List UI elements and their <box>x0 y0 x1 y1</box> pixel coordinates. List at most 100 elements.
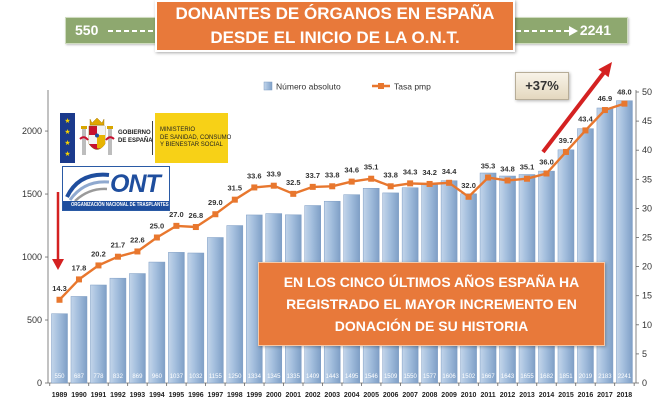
tasa-pmp-marker <box>426 180 433 187</box>
ont-logo: ONT ORGANIZACIÓN NACIONAL DE TRASPLANTES <box>62 166 170 211</box>
bar-value-label: 2183 <box>598 374 612 380</box>
right-axis-tick-label: 5 <box>642 349 647 359</box>
x-tick-labels: 1989 1990 1991 1992 1993 1994 1995 1996 1997 1998… <box>52 392 633 399</box>
tasa-pmp-marker <box>348 178 355 185</box>
coat-of-arms-icon <box>79 117 115 155</box>
tasa-pmp-value-label: 33.9 <box>266 170 281 179</box>
year-label: 1991 <box>91 392 107 399</box>
year-label: 1994 <box>149 392 165 399</box>
bar <box>51 313 68 384</box>
right-axis-tick-label: 0 <box>642 378 647 388</box>
tasa-pmp-value-label: 27.0 <box>169 210 184 219</box>
eu-flag-icon: ★ ★ ★ ★ <box>60 113 75 163</box>
highlight-line-3: DONACIÓN DE SU HISTORIA <box>334 318 529 334</box>
bar-value-label: 832 <box>113 374 124 380</box>
year-label: 2016 <box>578 392 594 399</box>
bar <box>207 237 224 384</box>
year-label: 2014 <box>539 392 555 399</box>
year-label: 1999 <box>247 392 263 399</box>
year-label: 2012 <box>500 392 516 399</box>
ministerio-line-2: DE SANIDAD, CONSUMO <box>160 134 232 141</box>
year-label: 2017 <box>597 392 613 399</box>
right-axis-tick-label: 15 <box>642 291 652 301</box>
tasa-pmp-marker <box>621 100 628 107</box>
left-axis-tick-label: 1000 <box>22 252 42 262</box>
tasa-pmp-marker <box>368 175 375 182</box>
ont-acronym: ONT <box>110 170 161 198</box>
bar-value-label: 1682 <box>540 374 554 380</box>
title-line-2: DESDE EL INICIO DE LA O.N.T. <box>210 28 460 47</box>
tasa-pmp-value-label: 32.5 <box>286 178 301 187</box>
bar-value-label: 1409 <box>306 374 320 380</box>
bar <box>168 252 185 384</box>
banner-start-value: 550 <box>75 22 99 38</box>
tasa-pmp-marker <box>485 174 492 181</box>
gobierno-text: GOBIERNO DE ESPAÑA <box>118 130 153 145</box>
tasa-pmp-marker <box>465 193 472 200</box>
year-label: 2000 <box>266 392 282 399</box>
bar-value-label: 1851 <box>559 374 573 380</box>
bar-value-label: 1509 <box>384 374 398 380</box>
bar <box>70 296 88 384</box>
year-label: 1990 <box>71 392 87 399</box>
legend-label-line: Tasa pmp <box>394 82 431 92</box>
ministerio-line-3: Y BIENESTAR SOCIAL <box>160 142 223 148</box>
bar-value-label: 778 <box>93 374 104 380</box>
tasa-pmp-value-label: 14.3 <box>52 284 67 293</box>
bar-value-label: 1334 <box>248 374 262 380</box>
bar-value-label: 687 <box>74 374 85 380</box>
tasa-pmp-marker <box>562 148 569 155</box>
bar-value-label: 550 <box>54 374 65 380</box>
gobierno-logo: ★ ★ ★ ★ GOBIERNO DE ESPAÑA MINISTERIO DE SA… <box>60 113 232 163</box>
highlight-box: EN LOS CINCO ÚLTIMOS AÑOS ESPAÑA HA REGI… <box>258 262 605 346</box>
right-axis-tick-label: 30 <box>642 203 652 213</box>
bar <box>226 225 244 384</box>
tasa-pmp-value-label: 22.6 <box>130 235 145 244</box>
gobierno-line-1: GOBIERNO <box>118 130 151 136</box>
bar-value-label: 1037 <box>170 374 184 380</box>
bar-value-label: 1495 <box>345 374 359 380</box>
tasa-pmp-value-label: 39.7 <box>559 136 574 145</box>
tasa-pmp-marker <box>192 224 199 231</box>
axes: 0 500 1000 1500 2000 0 5 10 15 20 25 30 35 40 45 50 <box>22 87 652 388</box>
bar-value-label: 1577 <box>423 374 437 380</box>
tasa-pmp-marker <box>212 211 219 218</box>
year-label: 1996 <box>188 392 204 399</box>
legend-swatch-bar <box>263 81 273 91</box>
tasa-pmp-marker <box>173 222 180 229</box>
tasa-pmp-marker <box>290 190 297 197</box>
year-label: 2013 <box>519 392 535 399</box>
tasa-pmp-value-label: 21.7 <box>111 241 126 250</box>
tasa-pmp-value-label: 48.0 <box>617 88 632 97</box>
year-label: 2006 <box>383 392 399 399</box>
right-axis-tick-label: 45 <box>642 116 652 126</box>
bar-value-label: 1250 <box>228 374 242 380</box>
legend-swatch-marker <box>378 83 384 89</box>
tasa-pmp-marker <box>543 170 550 177</box>
right-axis-tick-label: 50 <box>642 87 652 97</box>
tasa-pmp-marker <box>270 182 277 189</box>
year-label: 1995 <box>169 392 185 399</box>
tasa-pmp-value-label: 35.1 <box>364 163 379 172</box>
bar-value-label: 960 <box>152 374 163 380</box>
left-axis-tick-label: 1500 <box>22 189 42 199</box>
tasa-pmp-value-label: 32.0 <box>461 181 476 190</box>
tasa-pmp-marker <box>309 183 316 190</box>
year-label: 1989 <box>52 392 68 399</box>
year-label: 2002 <box>305 392 321 399</box>
ont-full-name-band: ORGANIZACIÓN NACIONAL DE TRASPLANTES <box>63 201 169 210</box>
tasa-pmp-value-label: 33.8 <box>325 170 340 179</box>
tasa-pmp-value-label: 35.3 <box>481 162 496 171</box>
tasa-pmp-marker <box>601 107 608 114</box>
bar <box>109 277 127 384</box>
year-label: 1992 <box>110 392 126 399</box>
logo-divider <box>152 121 153 155</box>
tasa-pmp-value-label: 26.8 <box>189 211 204 220</box>
bar <box>187 252 205 384</box>
tasa-pmp-marker <box>387 183 394 190</box>
year-label: 2011 <box>480 392 495 399</box>
tasa-pmp-marker <box>446 179 453 186</box>
title-line-1: DONANTES DE ÓRGANOS EN ESPAÑA <box>175 4 495 23</box>
tasa-pmp-marker <box>504 177 511 184</box>
highlight-line-1: EN LOS CINCO ÚLTIMOS AÑOS ESPAÑA HA <box>283 274 580 290</box>
